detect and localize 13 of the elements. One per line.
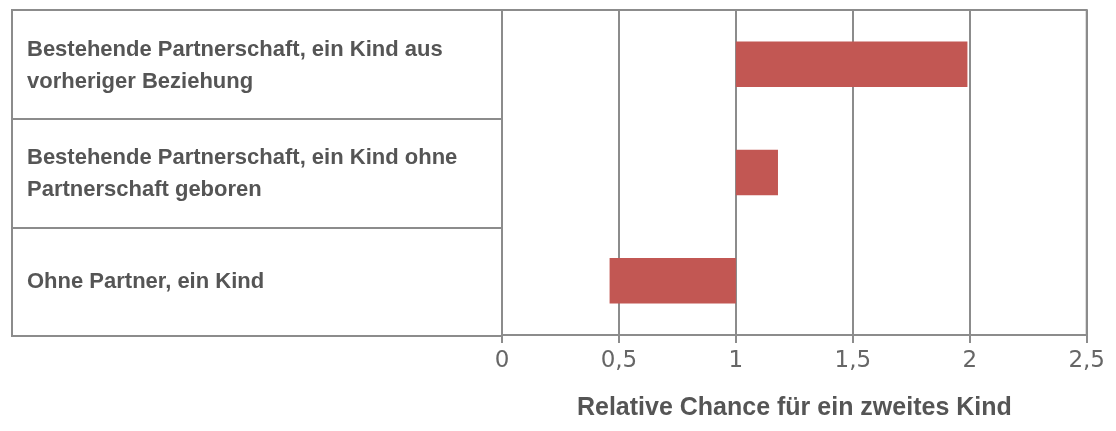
- bar: [735, 41, 968, 87]
- x-tick-label: 0,5: [600, 345, 638, 372]
- bar: [609, 258, 736, 304]
- y-tick-label: Ohne Partner, ein Kind: [27, 268, 265, 294]
- x-tick-label: 1: [728, 345, 744, 372]
- bar: [735, 149, 778, 196]
- y-tick-label: Bestehende Partnerschaft, ein Kind aus vorheriger Beziehung: [27, 35, 449, 93]
- x-axis-title: Relative Chance für ein zweites Kind: [576, 391, 1012, 420]
- x-tick-label: 2: [962, 345, 978, 372]
- x-tick-label: 2,5: [1068, 345, 1105, 372]
- y-tick-label: Bestehende Partnerschaft, ein Kind ohne Partnerschaft geboren: [27, 144, 464, 201]
- x-tick-label: 1,5: [834, 345, 872, 372]
- x-tick-label: 0: [494, 345, 510, 372]
